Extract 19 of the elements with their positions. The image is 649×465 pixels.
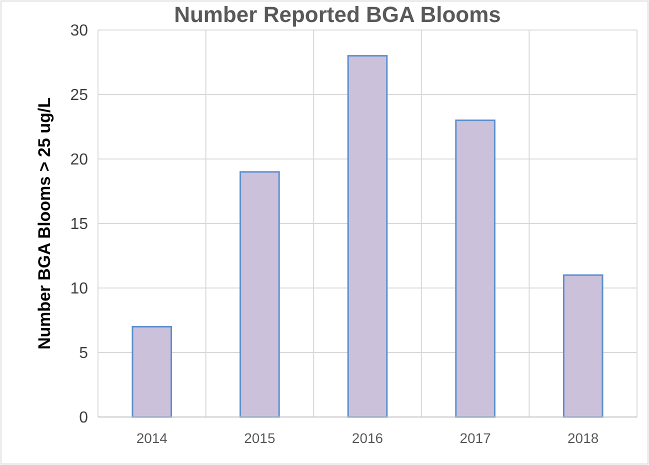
bar xyxy=(347,55,388,418)
x-tick-label: 2018 xyxy=(568,430,599,446)
bar xyxy=(562,274,604,418)
x-tick-label: 2017 xyxy=(460,430,492,446)
x-tick-label: 2016 xyxy=(352,430,384,446)
chart-title: Number Reported BGA Blooms xyxy=(174,2,501,27)
y-tick-label: 30 xyxy=(70,22,88,40)
y-tick-label: 10 xyxy=(70,280,88,298)
y-tick-label: 5 xyxy=(79,345,88,362)
y-tick-label: 15 xyxy=(70,216,88,234)
y-tick-label: 20 xyxy=(70,152,88,169)
x-tick-label: 2014 xyxy=(136,430,168,446)
bar xyxy=(240,171,280,418)
y-axis-title: Number BGA Blooms > 25 ug/L xyxy=(35,97,54,350)
y-tick-label: 25 xyxy=(70,87,88,104)
y-tick-label: 0 xyxy=(79,410,88,427)
bar xyxy=(455,120,496,418)
bar xyxy=(132,326,172,418)
x-tick-label: 2015 xyxy=(244,430,276,446)
